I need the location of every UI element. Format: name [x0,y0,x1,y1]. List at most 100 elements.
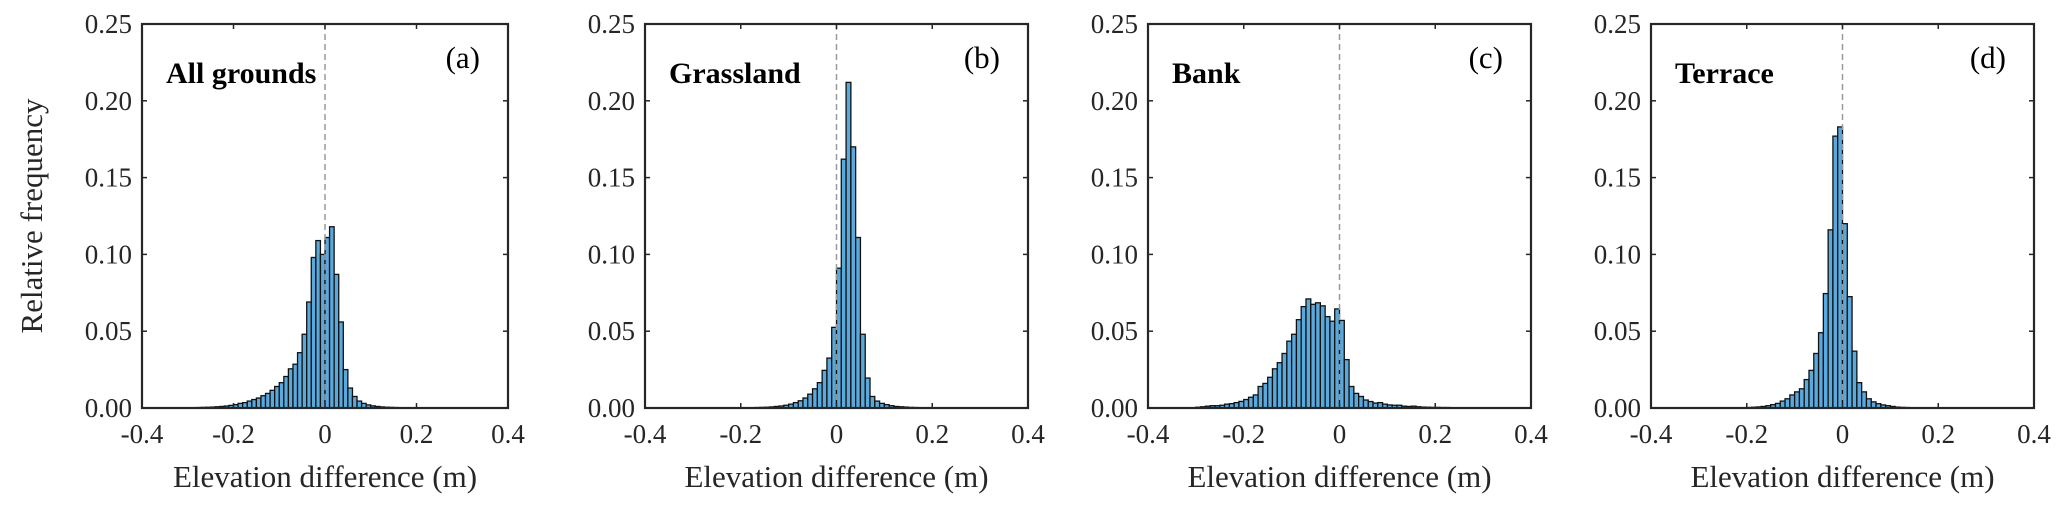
x-axis-label: Elevation difference (m) [684,459,988,494]
histogram-bar [816,382,823,409]
histogram-bar [338,321,344,409]
x-tick-label: 0.4 [1011,419,1045,449]
x-tick-label: 0.2 [1418,419,1452,449]
y-tick-label: 0.00 [1091,393,1138,423]
x-tick-label: 0.4 [1514,419,1548,449]
y-tick-label: 0.20 [1091,86,1138,116]
y-tick-label: 0.15 [588,163,635,193]
y-tick-label: 0.25 [1091,9,1138,39]
histogram-bar [1257,385,1264,409]
y-tick-label: 0.15 [1594,163,1641,193]
histogram-bar [342,368,349,409]
histogram-bar [296,352,303,409]
histogram-bar [1247,396,1254,409]
histogram-bar [1813,352,1820,409]
histogram-bar [850,146,857,409]
y-tick-label: 0.25 [85,9,132,39]
histogram-bar [1290,333,1298,409]
panel-d: -0.4 -0.2 0 0.2 0.4 0.00 0.05 0.10 0.15 0.20 0.25 E… [1594,9,2052,494]
histogram-bar [1324,315,1331,409]
y-tick-label: 0.25 [1594,9,1641,39]
x-tick-label: 0 [1836,419,1850,449]
histogram-bar [278,382,285,409]
panel-letter: (d) [1970,40,2006,75]
x-tick-label: 0 [830,419,844,449]
histogram-bar [292,363,299,409]
histogram-bar [255,397,262,409]
histogram-bar [1281,352,1288,409]
histogram-bar [1798,388,1805,409]
histogram-bar [845,81,852,409]
x-tick-label: -0.4 [1630,419,1673,449]
histogram-bar [269,389,276,409]
histogram-bar [1827,229,1834,409]
y-tick-label: 0.10 [588,239,635,269]
histogram-bar [347,387,354,409]
panel-c: -0.4 -0.2 0 0.2 0.4 0.00 0.05 0.10 0.15 0.20 0.25 E… [1091,9,1549,494]
x-tick-label: -0.2 [1725,419,1768,449]
histogram-bar [1846,295,1853,409]
histogram-bar [260,395,267,409]
x-tick-label: -0.4 [624,419,667,449]
x-tick-label: -0.4 [121,419,164,449]
histogram-bar [1319,305,1326,409]
histogram-bar [1808,369,1815,409]
x-tick-label: -0.2 [719,419,762,449]
histogram-bar [840,158,847,409]
histogram-bar [1353,392,1360,409]
y-tick-label: 0.05 [588,316,635,346]
histogram-bar [328,226,335,409]
y-tick-label: 0.15 [85,163,132,193]
histogram-bar [1817,332,1825,409]
histogram-bar [1310,303,1317,409]
histogram-bar [807,393,814,409]
x-axis-label: Elevation difference (m) [1187,459,1491,494]
histogram-bar [864,377,871,409]
histogram-bar [1271,368,1278,409]
y-tick-label: 0.10 [85,239,132,269]
y-tick-label: 0.00 [588,393,635,423]
histogram-bar [1286,340,1293,409]
x-tick-label: 0.2 [915,419,949,449]
histogram-bar [283,375,290,409]
histogram-bar [1803,378,1810,409]
histogram-bar [1329,320,1336,409]
x-tick-label: 0 [318,419,332,449]
histogram-bar [1822,292,1829,409]
histogram-bar [1362,399,1369,409]
histogram-bar [306,301,312,409]
histogram-bar [802,397,809,409]
y-tick-label: 0.00 [1594,393,1641,423]
histogram-bar [264,392,271,409]
panel-title: All grounds [166,57,316,90]
histogram-bar [1861,391,1868,409]
histogram-bar [351,395,358,409]
histogram-bar [859,333,866,409]
y-tick-label: 0.00 [85,393,132,423]
histogram-bar [315,239,322,409]
y-tick-label: 0.25 [588,9,635,39]
panel-letter: (b) [964,40,1000,75]
histogram-bar [1252,394,1259,409]
histogram-bar [821,369,828,409]
histogram-bar [287,368,294,409]
panel-title: Terrace [1675,57,1774,90]
histogram-bar [251,398,258,409]
histogram-bar [811,388,818,409]
histogram-bar [1865,398,1872,409]
x-tick-label: 0 [1333,419,1347,449]
y-tick-label: 0.20 [588,86,635,116]
panel-title: Bank [1172,57,1241,90]
panel-a: -0.4 -0.2 0 0.2 0.4 0.00 0.05 0.10 0.15 0.20 0.25 E… [85,9,526,494]
panel-letter: (a) [446,40,480,75]
histogram-bar [1789,394,1796,409]
histogram-bar [1784,398,1791,409]
histogram-bar [1295,319,1302,409]
histogram-bar [310,256,317,409]
histogram-bar [1314,302,1322,409]
y-tick-label: 0.20 [85,86,132,116]
histogram-bar [274,385,280,409]
histogram-bar [301,333,308,409]
histogram-bar [855,236,862,409]
